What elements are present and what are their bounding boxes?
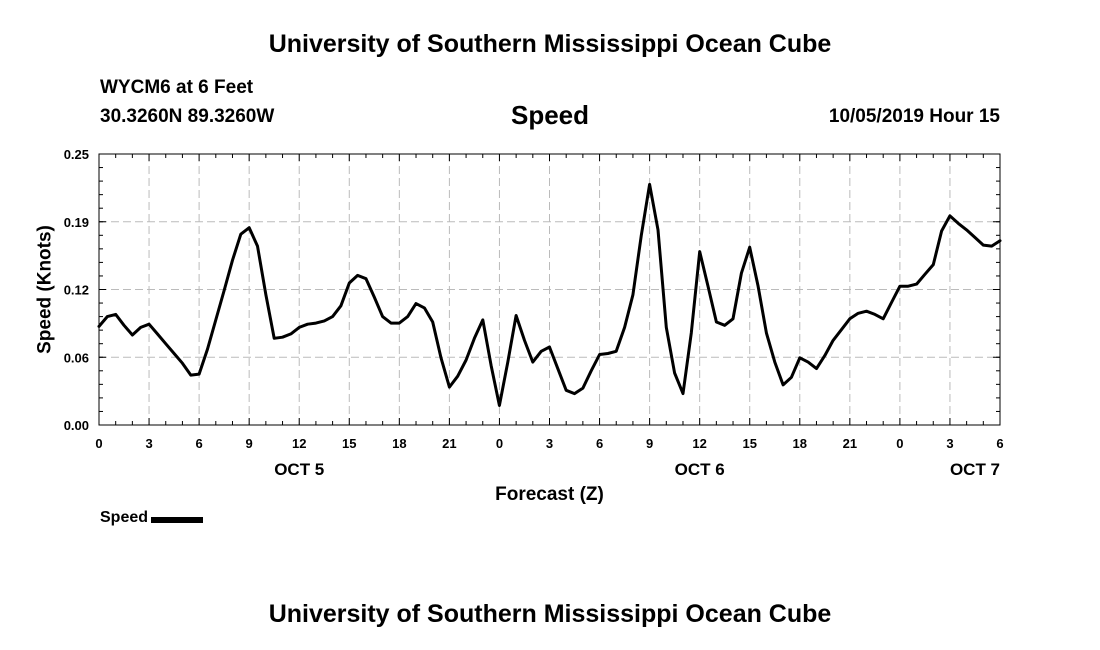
x-tick-label: 21 (442, 436, 456, 451)
x-tick-label: 6 (596, 436, 603, 451)
y-tick-label: 0.12 (64, 283, 89, 298)
x-tick-label: 9 (646, 436, 653, 451)
x-tick-label: 21 (843, 436, 857, 451)
x-tick-label: 0 (496, 436, 503, 451)
x-tick-label: 0 (95, 436, 102, 451)
tick-labels: 0 3 6 9 12 15 18 21 0 3 6 9 12 15 18 21 0 3 6 0.00 0.06 0.12 0… (64, 147, 1004, 479)
x-tick-label: 18 (793, 436, 807, 451)
y-tick-label: 0.06 (64, 350, 89, 365)
legend-swatch (151, 516, 204, 523)
forecast-datetime: 10/05/2019 Hour 15 (828, 106, 1000, 127)
x-tick-label: 0 (896, 436, 903, 451)
x-axis-title: Forecast (Z) (495, 484, 604, 505)
chart-title: Speed (510, 100, 590, 130)
x-tick-label: 18 (392, 436, 406, 451)
x-tick-label: 12 (692, 436, 706, 451)
x-tick-label: 3 (546, 436, 553, 451)
station-label: WYCM6 at 6 Feet (100, 77, 254, 98)
page-title: University of Southern Mississippi Ocean… (268, 30, 832, 58)
day-label: OCT 7 (950, 460, 1000, 479)
y-tick-label: 0.25 (64, 147, 89, 162)
speed-series-line (97, 182, 1002, 407)
y-tick-label: 0.00 (64, 418, 89, 433)
day-label: OCT 5 (274, 460, 324, 479)
y-tick-label: 0.19 (64, 215, 89, 230)
x-tick-label: 12 (292, 436, 306, 451)
footer-title: University of Southern Mississippi Ocean… (268, 600, 832, 628)
x-tick-label: 6 (996, 436, 1003, 451)
x-tick-label: 15 (342, 436, 356, 451)
coordinates-label: 30.3260N 89.3260W (100, 106, 275, 127)
day-label: OCT 6 (675, 460, 725, 479)
legend: Speed (100, 509, 204, 527)
x-tick-label: 3 (946, 436, 953, 451)
y-axis-title: Speed (Knots) (35, 225, 56, 354)
x-tick-label: 6 (195, 436, 202, 451)
legend-label: Speed (100, 509, 149, 526)
ticks (98, 153, 1001, 426)
grid (99, 154, 1000, 425)
x-tick-label: 15 (742, 436, 756, 451)
x-tick-label: 3 (145, 436, 152, 451)
x-tick-label: 9 (246, 436, 253, 451)
